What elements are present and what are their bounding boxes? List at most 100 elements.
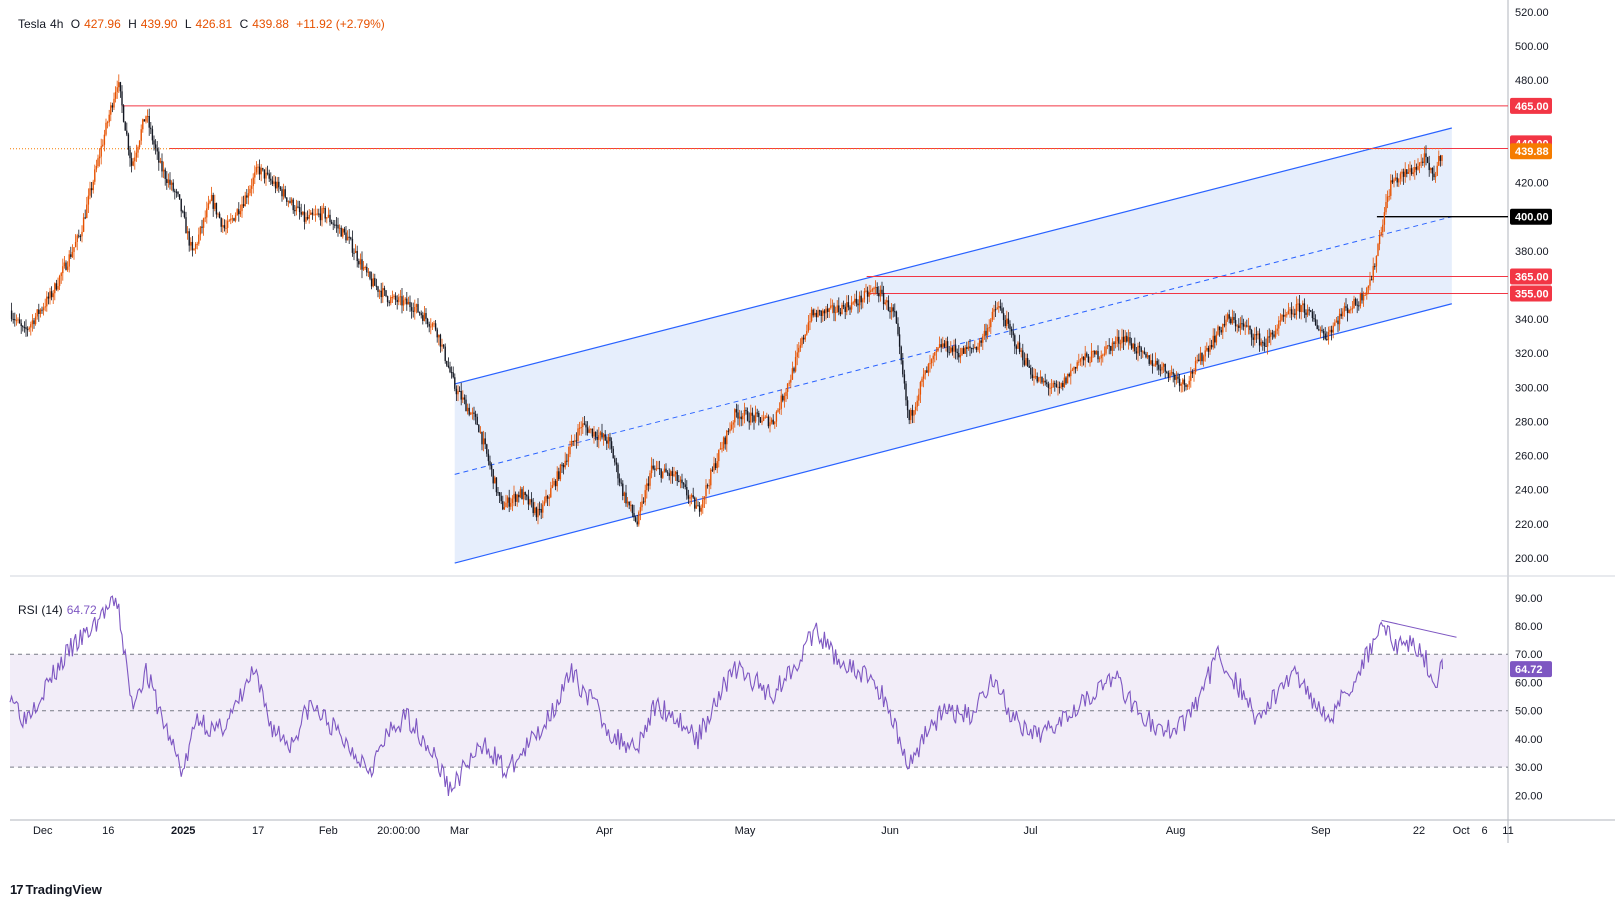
candle-body <box>1410 168 1413 174</box>
candle-body <box>756 412 758 414</box>
candle-body <box>1335 320 1338 323</box>
candle-body <box>602 434 605 438</box>
candle-body <box>175 191 178 193</box>
candle-body <box>324 208 326 219</box>
candle-body <box>564 460 566 468</box>
price-tick-label: 380.00 <box>1515 246 1549 258</box>
candle-body <box>1002 313 1005 321</box>
candle-body <box>1134 343 1136 352</box>
candle-body <box>695 505 698 509</box>
candle-body <box>385 290 387 297</box>
candle-body <box>436 329 438 338</box>
candle-body <box>1310 310 1312 312</box>
candle-body <box>1274 330 1277 337</box>
candle-body <box>1234 320 1237 327</box>
candle-body <box>607 437 610 444</box>
candle-body <box>199 226 202 235</box>
interval-label[interactable]: 4h <box>50 17 64 31</box>
candle-body <box>1414 167 1416 173</box>
candle-body <box>591 428 594 437</box>
rsi-legend[interactable]: RSI (14) 64.72 <box>18 603 97 617</box>
candle-body <box>68 254 70 267</box>
symbol-name[interactable]: Tesla <box>18 17 47 31</box>
candle-body <box>1377 244 1379 256</box>
candle-body <box>1111 342 1114 351</box>
candle-body <box>812 309 814 316</box>
candle-body <box>266 172 269 174</box>
candle-body <box>1334 322 1336 326</box>
candle-body <box>1042 380 1045 383</box>
candle-body <box>806 330 808 335</box>
candle-body <box>783 396 786 401</box>
candle-body <box>791 368 794 380</box>
candle-body <box>1183 379 1186 385</box>
candle-body <box>538 508 541 510</box>
candle-body <box>558 471 560 480</box>
candle-body <box>972 348 974 350</box>
candle-body <box>726 430 728 445</box>
time-tick-label: Apr <box>596 825 613 837</box>
candle-body <box>1113 342 1115 344</box>
candle-body <box>990 319 992 328</box>
candle-body <box>1012 331 1014 336</box>
candle-body <box>962 348 965 354</box>
candle-body <box>338 227 341 229</box>
candle-body <box>1358 305 1360 307</box>
candle-body <box>1244 325 1246 327</box>
candle-body <box>508 497 510 507</box>
candle-body <box>1001 308 1003 314</box>
candle-body <box>479 431 482 433</box>
candle-body <box>1302 303 1304 306</box>
candle-body <box>1082 356 1085 361</box>
candle-body <box>321 208 323 221</box>
candle-body <box>594 431 597 438</box>
tradingview-brand[interactable]: 17 TradingView <box>10 882 102 897</box>
candle-body <box>444 346 446 361</box>
candle-body <box>300 212 302 215</box>
candle-body <box>1034 376 1037 378</box>
candle-body <box>546 496 549 499</box>
candle-body <box>686 487 688 496</box>
candle-body <box>614 458 616 463</box>
candle-body <box>775 411 778 422</box>
candle-body <box>977 346 979 350</box>
candle-body <box>1266 336 1269 347</box>
candle-body <box>1439 156 1442 161</box>
candle-body <box>1086 353 1088 357</box>
candle-body <box>358 261 360 265</box>
candle-body <box>76 235 78 242</box>
rsi-tick-label: 40.00 <box>1515 734 1543 746</box>
candle-body <box>319 213 322 221</box>
candle-body <box>1167 372 1170 378</box>
candle-body <box>1010 328 1013 332</box>
candle-body <box>135 152 138 158</box>
candle-body <box>234 215 237 221</box>
candle-body <box>210 194 213 201</box>
time-tick-label: Oct <box>1453 825 1470 837</box>
candle-body <box>473 412 475 414</box>
candle-body <box>1014 335 1016 347</box>
candle-body <box>807 322 810 331</box>
candle-body <box>1247 325 1250 327</box>
candle-body <box>559 464 562 480</box>
candle-body <box>380 290 382 298</box>
candle-body <box>590 428 592 430</box>
candle-body <box>177 191 179 195</box>
candle-body <box>1218 326 1221 331</box>
candle-body <box>671 471 674 476</box>
candle-body <box>1386 196 1389 203</box>
candle-body <box>999 306 1002 309</box>
candle-body <box>1289 309 1291 311</box>
candle-body <box>561 464 563 466</box>
candle-body <box>810 309 813 322</box>
candle-body <box>700 507 702 512</box>
candle-body <box>1177 376 1179 379</box>
candle-body <box>375 285 378 287</box>
candle-body <box>1180 383 1182 386</box>
candle-body <box>1271 332 1274 335</box>
candle-body <box>118 82 120 88</box>
candle-body <box>1127 337 1130 342</box>
candle-body <box>758 413 760 418</box>
candle-body <box>870 290 872 293</box>
